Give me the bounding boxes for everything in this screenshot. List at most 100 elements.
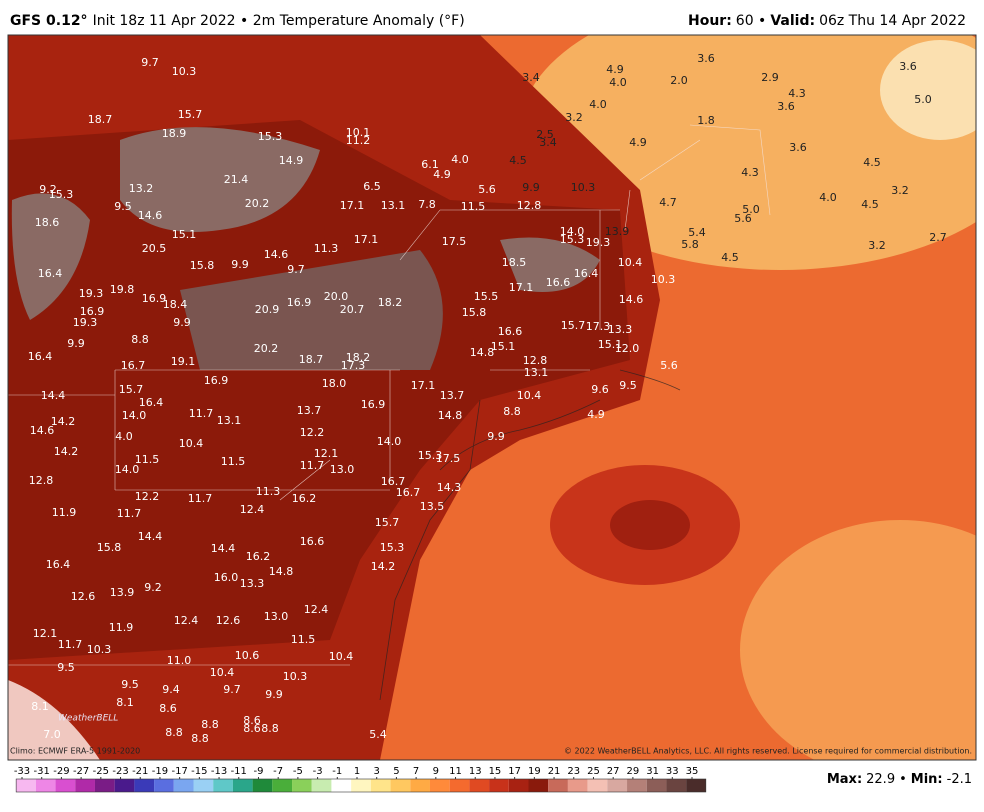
colorbar-cell [567,779,588,792]
map-value: 14.8 [438,409,463,422]
colorbar-cell [587,779,608,792]
map-value: 16.4 [574,267,599,280]
map-value: 16.2 [292,492,317,505]
map-value: 7.0 [43,728,61,741]
map-value: 2.5 [536,128,554,141]
map-value: 3.4 [522,71,540,84]
map-value: 3.2 [891,184,909,197]
map-value: 17.1 [411,379,436,392]
map-value: 3.6 [777,100,795,113]
map-value: 11.5 [291,633,316,646]
map-value: 17.3 [341,359,366,372]
map-frame [7,34,977,761]
colorbar-frame [15,778,707,793]
header-right: Hour: 60 • Valid: 06z Thu 14 Apr 2022 [688,13,966,29]
map-value: 13.9 [605,225,630,238]
map-value: 8.6 [243,714,261,727]
map-value: 3.6 [697,52,715,65]
colorbar-tick-label: 21 [548,766,561,777]
map-value: 14.3 [437,481,462,494]
map-value: 8.6 [243,722,261,735]
colorbar-tick-label: 15 [489,766,502,777]
map-value: 14.2 [54,445,79,458]
map-value: 16.0 [214,571,239,584]
colorbar-tick-label: 11 [449,766,462,777]
map-value: 7.8 [418,198,436,211]
map-value: 14.9 [279,154,304,167]
map-value: 10.3 [651,273,676,286]
map-labels: 9.7 10.3 18.7 15.7 18.9 15.3 10.111.2 14.9 21.4 2… [28,52,947,745]
map-value: 2.7 [929,231,947,244]
map-value: 5.6 [660,359,678,372]
map-value: 17.3 [586,320,611,333]
map-value: 16.6 [300,535,325,548]
map-value: 16.9 [142,292,167,305]
map-value: 9.9 [522,181,540,194]
map-value: 8.8 [261,722,279,735]
map-value: 17.5 [436,452,461,465]
map-value: 4.5 [863,156,881,169]
map-value: 14.0 [122,409,147,422]
map-value: 15.1 [598,338,623,351]
map-value: 10.3 [87,643,112,656]
separator: • [899,772,907,787]
map-value: 14.0 [115,463,140,476]
map-value: 5.0 [914,93,932,106]
map-value: 16.4 [139,396,164,409]
map-value: 9.5 [121,678,139,691]
max: 22.9 [866,772,895,787]
map-value: 10.4 [329,650,354,663]
map-value: 9.9 [67,337,85,350]
map-value: 15.3 [49,188,74,201]
colorbar-tick-label: 23 [567,766,580,777]
colorbar-cell [272,779,293,792]
colorbar-cell [390,779,411,792]
map-value: 11.0 [167,654,192,667]
colorbar-cell [528,779,549,792]
map-value: 20.5 [142,242,167,255]
map-value: 4.5 [721,251,739,264]
map-value: 5.8 [681,238,699,251]
hour: 60 • [736,13,767,29]
colorbar-cell [213,779,233,792]
colorbar-cell [489,779,509,792]
colorbar-tick-label: -3 [313,766,323,777]
map-value: 14.8 [470,346,495,359]
map-value: 4.0 [589,98,607,111]
colorbar-tick-label: 33 [666,766,679,777]
map-value: 13.1 [217,414,242,427]
colorbar-cell [449,779,470,792]
colorbar-cell [627,779,647,792]
map-value: 3.6 [789,141,807,154]
map-value: 5.6 [478,183,496,196]
header-left: GFS 0.12° Init 18z 11 Apr 2022 • 2m Tempe… [10,13,465,29]
map-value: 12.8 [29,474,54,487]
colorbar-cell [154,779,174,792]
map-value: 14.8 [269,565,294,578]
map-value: 15.3 [560,233,585,246]
map-value: 16.9 [361,398,386,411]
colorbar-cell [607,779,628,792]
hour-label: Hour: [688,13,732,29]
map-value: 4.0 [451,153,469,166]
colorbar-cell [410,779,430,792]
map-value: 4.5 [509,154,527,167]
colorbar-tick-label: 25 [587,766,600,777]
map-value: 4.0 [115,430,133,443]
max-min: Max: 22.9 • Min: -2.1 [827,772,972,787]
colorbar-tick-label: 7 [413,766,419,777]
map-value: 11.2 [346,134,371,147]
map-value: 18.2 [346,351,371,364]
colorbar-tick-label: -7 [273,766,283,777]
colorbar-cell [75,779,95,792]
map-value: 19.3 [586,236,611,249]
map-value: 19.3 [73,316,98,329]
map-value: 9.9 [231,258,249,271]
colorbar-tick-label: 5 [393,766,399,777]
map-value: 3.4 [539,136,557,149]
map-value: 4.3 [741,166,759,179]
map-value: 5.6 [734,212,752,225]
colorbar-tick-label: -5 [293,766,303,777]
map-value: 1.8 [697,114,715,127]
map-value: 12.6 [71,590,96,603]
